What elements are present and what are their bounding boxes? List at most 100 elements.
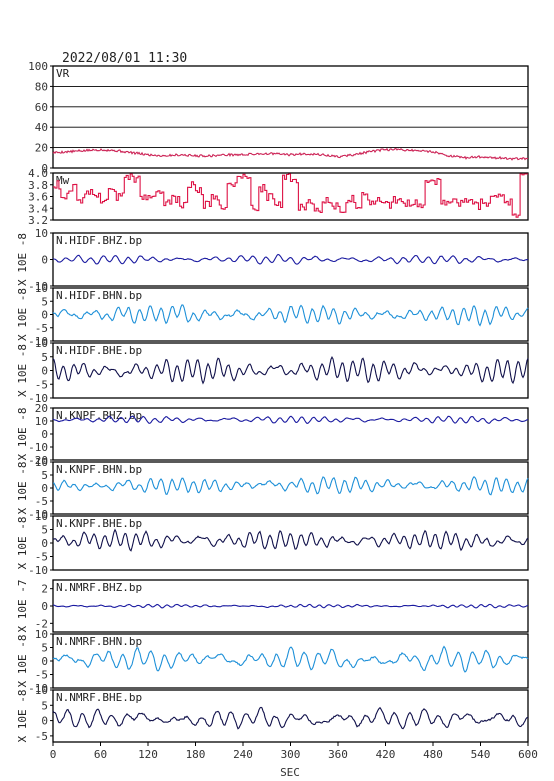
- panel-label: N.NMRF.BHE.bp: [56, 691, 142, 704]
- y-tick-label: -2: [35, 617, 48, 630]
- panel-label: N.NMRF.BHN.bp: [56, 635, 142, 648]
- x-tick-label: 240: [233, 748, 253, 761]
- y-tick-label: -5: [35, 730, 48, 743]
- x-tick-label: 600: [518, 748, 538, 761]
- series-line-nmrf_bhe: [52, 706, 529, 730]
- x-tick-label: 540: [471, 748, 491, 761]
- y-tick-label: 60: [35, 101, 48, 114]
- y-tick-label: 0: [41, 254, 48, 267]
- y-tick-label: 10: [35, 510, 48, 523]
- panel-hidf_bhz: 10 0 -10 N.HIDF.BHZ.bp X 10E -8: [16, 227, 529, 293]
- series-line-knpf_bhz: [52, 415, 529, 425]
- x-tick-label: 180: [186, 748, 206, 761]
- series-line-knpf_bhn: [52, 476, 529, 496]
- y-tick-label: 4.0: [28, 167, 48, 180]
- y-tick-label: -10: [28, 564, 48, 577]
- y-tick-label: 3.8: [28, 179, 48, 192]
- panel-label: N.KNPF.BHN.bp: [56, 463, 142, 476]
- y-tick-label: -10: [28, 280, 48, 293]
- y-tick-label: -5: [35, 669, 48, 682]
- y-axis-unit-label: X 10E -8: [16, 288, 29, 341]
- y-tick-label: 10: [35, 227, 48, 240]
- y-axis-unit-label: X 10E -8: [16, 517, 29, 570]
- y-tick-label: 10: [35, 415, 48, 428]
- series-line-nmrf_bhz: [52, 603, 529, 609]
- y-tick-label: 100: [28, 60, 48, 73]
- y-tick-label: 0: [41, 309, 48, 322]
- y-tick-label: -5: [35, 495, 48, 508]
- panel-label: N.HIDF.BHE.bp: [56, 344, 142, 357]
- y-axis-unit-label: X 10E -8: [16, 462, 29, 515]
- y-tick-label: 10: [35, 337, 48, 350]
- y-tick-label: -5: [35, 378, 48, 391]
- y-tick-label: -20: [28, 454, 48, 467]
- series-line-nmrf_bhn: [52, 645, 529, 673]
- series-line-hidf_bhz: [52, 253, 529, 265]
- panel-nmrf_bhz: 2 0 -2 N.NMRF.BHZ.bp X 10E -7: [16, 579, 529, 633]
- y-axis-unit-label: X 10E -8: [16, 344, 29, 397]
- y-tick-label: 5: [41, 469, 48, 482]
- y-tick-label: 40: [35, 121, 48, 134]
- y-tick-label: 5: [41, 351, 48, 364]
- y-tick-label: -10: [28, 335, 48, 348]
- y-tick-label: 2: [41, 583, 48, 596]
- x-tick-label: 300: [281, 748, 301, 761]
- x-tick-label: 0: [50, 748, 57, 761]
- x-tick-label: 480: [423, 748, 443, 761]
- y-tick-label: 5: [41, 642, 48, 655]
- panel-nmrf_bhe: 10 5 0 -5 N.NMRF.BHE.bp X 10E -8: [16, 684, 529, 743]
- y-axis-unit-label: X 10E -8: [16, 635, 29, 688]
- y-tick-label: 80: [35, 80, 48, 93]
- y-tick-label: 20: [35, 402, 48, 415]
- series-line-hidf_bhn: [52, 304, 529, 327]
- y-tick-label: 0: [41, 162, 48, 175]
- x-axis-label: SEC: [280, 766, 300, 779]
- panel-label: N.HIDF.BHZ.bp: [56, 234, 142, 247]
- y-axis-unit-label: X 10E -8: [16, 233, 29, 286]
- y-tick-label: 3.6: [28, 191, 48, 204]
- series-line-hidf_bhe: [52, 356, 529, 385]
- y-tick-label: -5: [35, 322, 48, 335]
- y-tick-label: 0: [41, 428, 48, 441]
- x-tick-label: 60: [94, 748, 107, 761]
- x-tick-label: 360: [328, 748, 348, 761]
- y-tick-label: -5: [35, 551, 48, 564]
- y-tick-label: 0: [41, 537, 48, 550]
- series-line-vr: [52, 147, 529, 161]
- chart-title: 2022/08/01 11:30: [62, 51, 187, 66]
- y-tick-label: 0: [41, 715, 48, 728]
- panel-label: N.KNPF.BHE.bp: [56, 517, 142, 530]
- x-axis: 0 60 120 180 240 300 360 420 480 540 600: [50, 742, 538, 761]
- x-tick-label: 120: [138, 748, 158, 761]
- panel-label: N.HIDF.BHN.bp: [56, 289, 142, 302]
- y-tick-label: 0: [41, 365, 48, 378]
- y-tick-label: 0: [41, 655, 48, 668]
- y-tick-label: 5: [41, 295, 48, 308]
- series-line-mw: [53, 173, 528, 218]
- y-tick-label: -10: [28, 392, 48, 405]
- y-tick-label: 20: [35, 142, 48, 155]
- y-tick-label: 10: [35, 282, 48, 295]
- y-tick-label: -10: [28, 441, 48, 454]
- y-tick-label: 10: [35, 456, 48, 469]
- panel-label: N.NMRF.BHZ.bp: [56, 581, 142, 594]
- y-tick-label: 5: [41, 699, 48, 712]
- y-tick-label: 3.4: [28, 202, 48, 215]
- y-axis-unit-label: X 10E -7: [16, 580, 29, 633]
- panel-mw: 4.03.83.63.43.2Mw: [28, 167, 529, 227]
- y-axis-unit-label: X 10E -8: [16, 408, 29, 461]
- y-tick-label: 0: [41, 482, 48, 495]
- panel-vr: 100 80 60 40 20 0 VR: [28, 60, 529, 175]
- y-tick-label: -10: [28, 508, 48, 521]
- panels-group: 100806040200VR4.03.83.63.43.2Mw100-10N.H…: [16, 60, 529, 743]
- y-tick-label: 0: [41, 600, 48, 613]
- y-tick-label: 10: [35, 684, 48, 697]
- panel-frame: [52, 65, 529, 169]
